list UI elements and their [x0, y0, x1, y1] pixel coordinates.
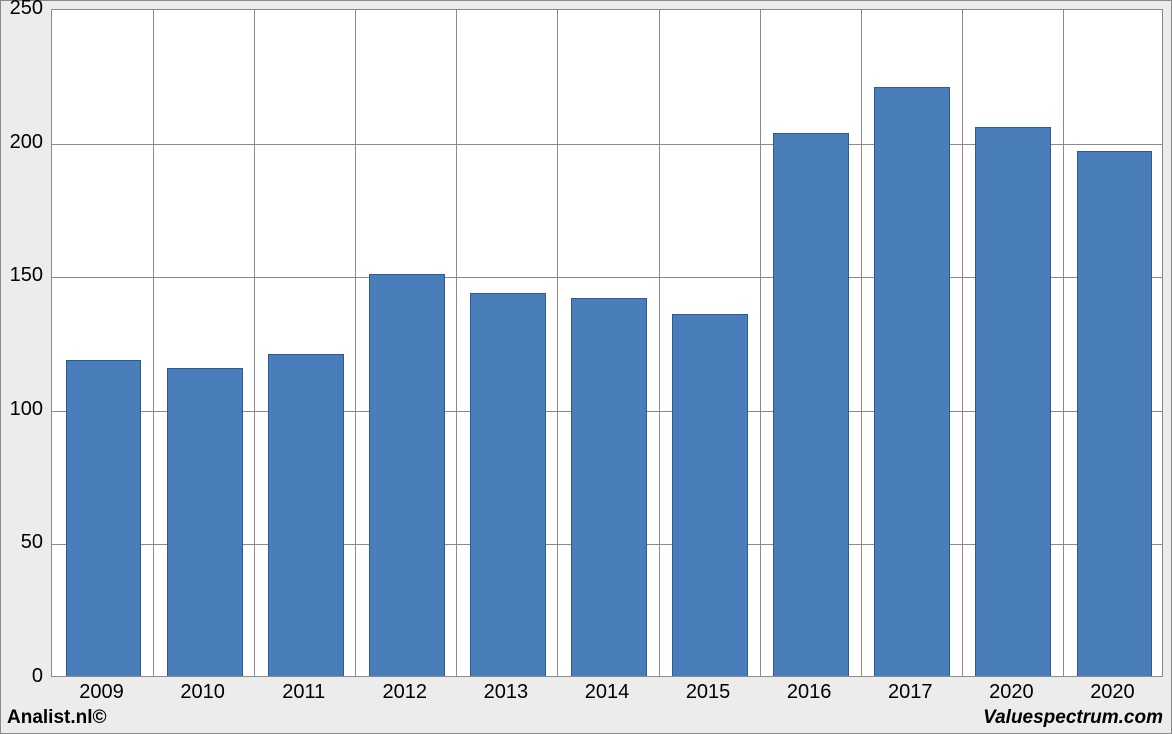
footer-left-label: Analist.nl©	[7, 707, 107, 729]
bar	[773, 133, 849, 676]
x-tick-label: 2015	[658, 681, 759, 704]
y-tick-label: 150	[1, 264, 43, 287]
x-tick-label: 2010	[152, 681, 253, 704]
gridline-x	[760, 10, 761, 676]
bar	[268, 354, 344, 676]
bar	[66, 360, 142, 676]
x-tick-label: 2017	[860, 681, 961, 704]
x-tick-label: 2012	[354, 681, 455, 704]
x-tick-label: 2014	[556, 681, 657, 704]
gridline-x	[557, 10, 558, 676]
x-tick-label: 2013	[455, 681, 556, 704]
bar	[672, 314, 748, 676]
gridline-x	[659, 10, 660, 676]
bar	[369, 274, 445, 676]
x-tick-label: 2020	[1062, 681, 1163, 704]
bar	[571, 298, 647, 676]
gridline-x	[861, 10, 862, 676]
bar	[470, 293, 546, 676]
y-tick-label: 0	[1, 665, 43, 688]
gridline-x	[456, 10, 457, 676]
chart-outer-frame: 0 50 100 150 200 250 200920102011201220132014…	[0, 0, 1172, 734]
y-tick-label: 100	[1, 398, 43, 421]
plot-area	[51, 9, 1163, 677]
bar	[975, 127, 1051, 676]
y-tick-label: 250	[1, 0, 43, 20]
bar	[874, 87, 950, 676]
gridline-x	[962, 10, 963, 676]
gridline-x	[1063, 10, 1064, 676]
x-tick-label: 2009	[51, 681, 152, 704]
gridline-x	[153, 10, 154, 676]
x-tick-label: 2020	[961, 681, 1062, 704]
y-tick-label: 50	[1, 531, 43, 554]
footer-right-label: Valuespectrum.com	[983, 707, 1163, 729]
gridline-x	[355, 10, 356, 676]
x-tick-label: 2016	[759, 681, 860, 704]
bar	[1077, 151, 1153, 676]
gridline-x	[254, 10, 255, 676]
y-tick-label: 200	[1, 131, 43, 154]
bar	[167, 368, 243, 676]
x-tick-label: 2011	[253, 681, 354, 704]
